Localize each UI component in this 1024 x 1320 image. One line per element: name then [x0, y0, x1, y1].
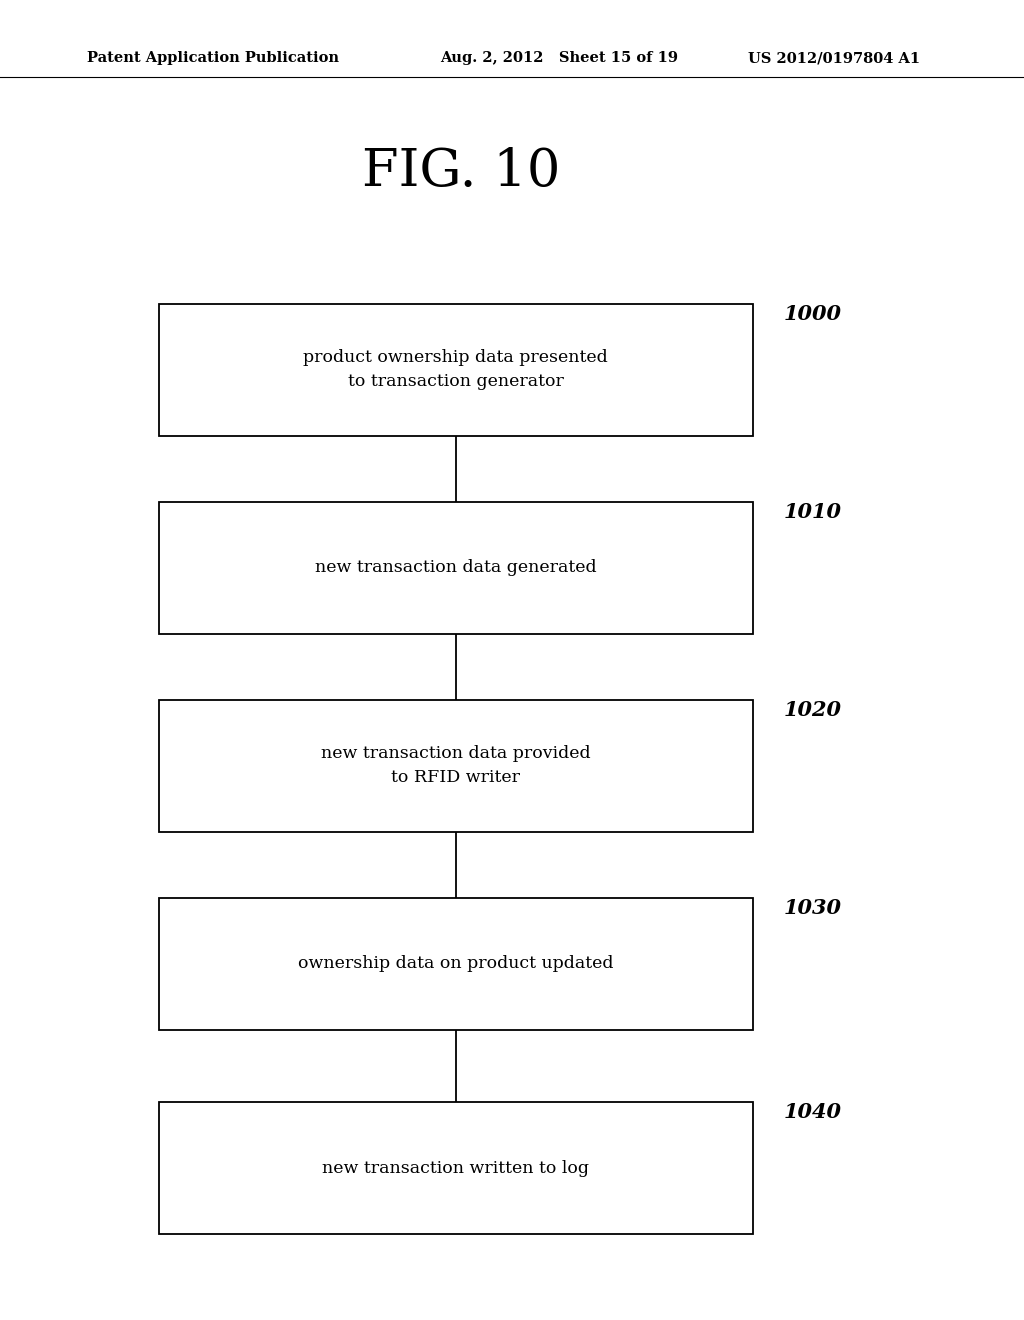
FancyBboxPatch shape [159, 898, 753, 1030]
FancyBboxPatch shape [159, 700, 753, 832]
FancyBboxPatch shape [159, 502, 753, 634]
Text: product ownership data presented
to transaction generator: product ownership data presented to tran… [303, 348, 608, 391]
Text: new transaction written to log: new transaction written to log [323, 1160, 589, 1176]
FancyBboxPatch shape [159, 304, 753, 436]
Text: 1010: 1010 [783, 502, 842, 521]
Text: FIG. 10: FIG. 10 [361, 147, 560, 197]
Text: 1020: 1020 [783, 700, 842, 719]
Text: 1040: 1040 [783, 1102, 842, 1122]
FancyBboxPatch shape [159, 1102, 753, 1234]
Text: new transaction data provided
to RFID writer: new transaction data provided to RFID wr… [321, 744, 591, 787]
Text: US 2012/0197804 A1: US 2012/0197804 A1 [748, 51, 920, 65]
Text: ownership data on product updated: ownership data on product updated [298, 956, 613, 972]
Text: Patent Application Publication: Patent Application Publication [87, 51, 339, 65]
Text: 1030: 1030 [783, 898, 842, 917]
Text: 1000: 1000 [783, 304, 842, 323]
Text: new transaction data generated: new transaction data generated [314, 560, 597, 576]
Text: Aug. 2, 2012   Sheet 15 of 19: Aug. 2, 2012 Sheet 15 of 19 [440, 51, 678, 65]
